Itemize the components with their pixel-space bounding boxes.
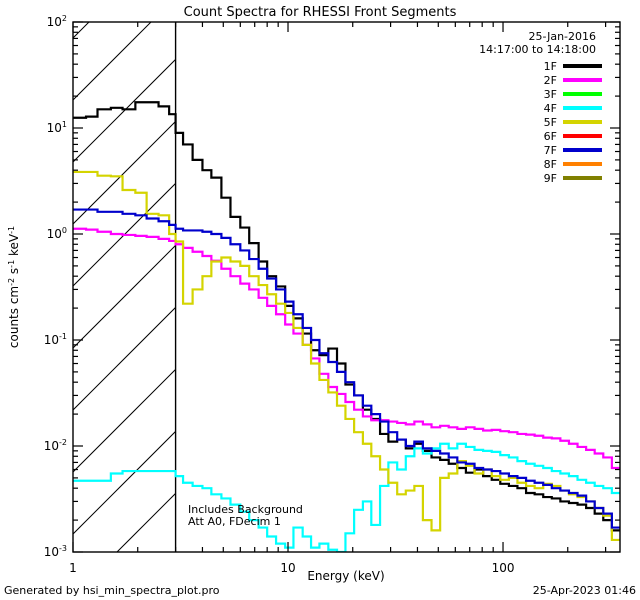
x-axis-label: Energy (keV) xyxy=(307,569,384,583)
y-axis-label-text: counts cm-2 s-1 keV-1 xyxy=(7,226,21,348)
legend-label-6F: 6F xyxy=(544,130,557,143)
y-tick-label: 100 xyxy=(47,226,67,241)
y-tick-label: 10-2 xyxy=(44,438,67,453)
legend-date: 25-Jan-2016 xyxy=(529,30,597,43)
annotation-attenuator-state: Att A0, FDecim 1 xyxy=(188,515,281,528)
x-tick-label: 1 xyxy=(69,561,77,575)
y-tick-label: 102 xyxy=(47,14,67,29)
footer-generator: Generated by hsi_min_spectra_plot.pro xyxy=(4,584,220,597)
series-line-7F xyxy=(73,208,620,529)
legend-time-range: 14:17:00 to 14:18:00 xyxy=(479,43,596,56)
legend-label-4F: 4F xyxy=(544,102,557,115)
x-tick-label: 10 xyxy=(280,561,295,575)
x-tick-label: 100 xyxy=(492,561,515,575)
page-title: Count Spectra for RHESSI Front Segments xyxy=(184,5,457,20)
legend-label-2F: 2F xyxy=(544,74,557,87)
series-line-4F xyxy=(73,442,620,552)
footer-timestamp: 25-Apr-2023 01:46 xyxy=(533,584,636,597)
y-tick-label: 101 xyxy=(47,120,67,135)
y-axis-label: counts cm-2 s-1 keV-1 xyxy=(7,226,21,348)
y-tick-label: 10-1 xyxy=(44,332,67,347)
legend-label-3F: 3F xyxy=(544,88,557,101)
legend-label-9F: 9F xyxy=(544,172,557,185)
y-tick-label: 10-3 xyxy=(44,544,67,559)
plot-axes: 1 10 100 10-3 10-2 10-1 100 101 102 xyxy=(44,14,621,575)
excluded-energy-hatched-region xyxy=(73,22,177,552)
series-line-5F xyxy=(73,170,620,542)
legend-label-1F: 1F xyxy=(544,60,557,73)
spectra-series-group xyxy=(73,101,620,552)
legend-label-5F: 5F xyxy=(544,116,557,129)
legend-label-7F: 7F xyxy=(544,144,557,157)
legend-label-8F: 8F xyxy=(544,158,557,171)
annotation-includes-background: Includes Background xyxy=(188,503,303,516)
